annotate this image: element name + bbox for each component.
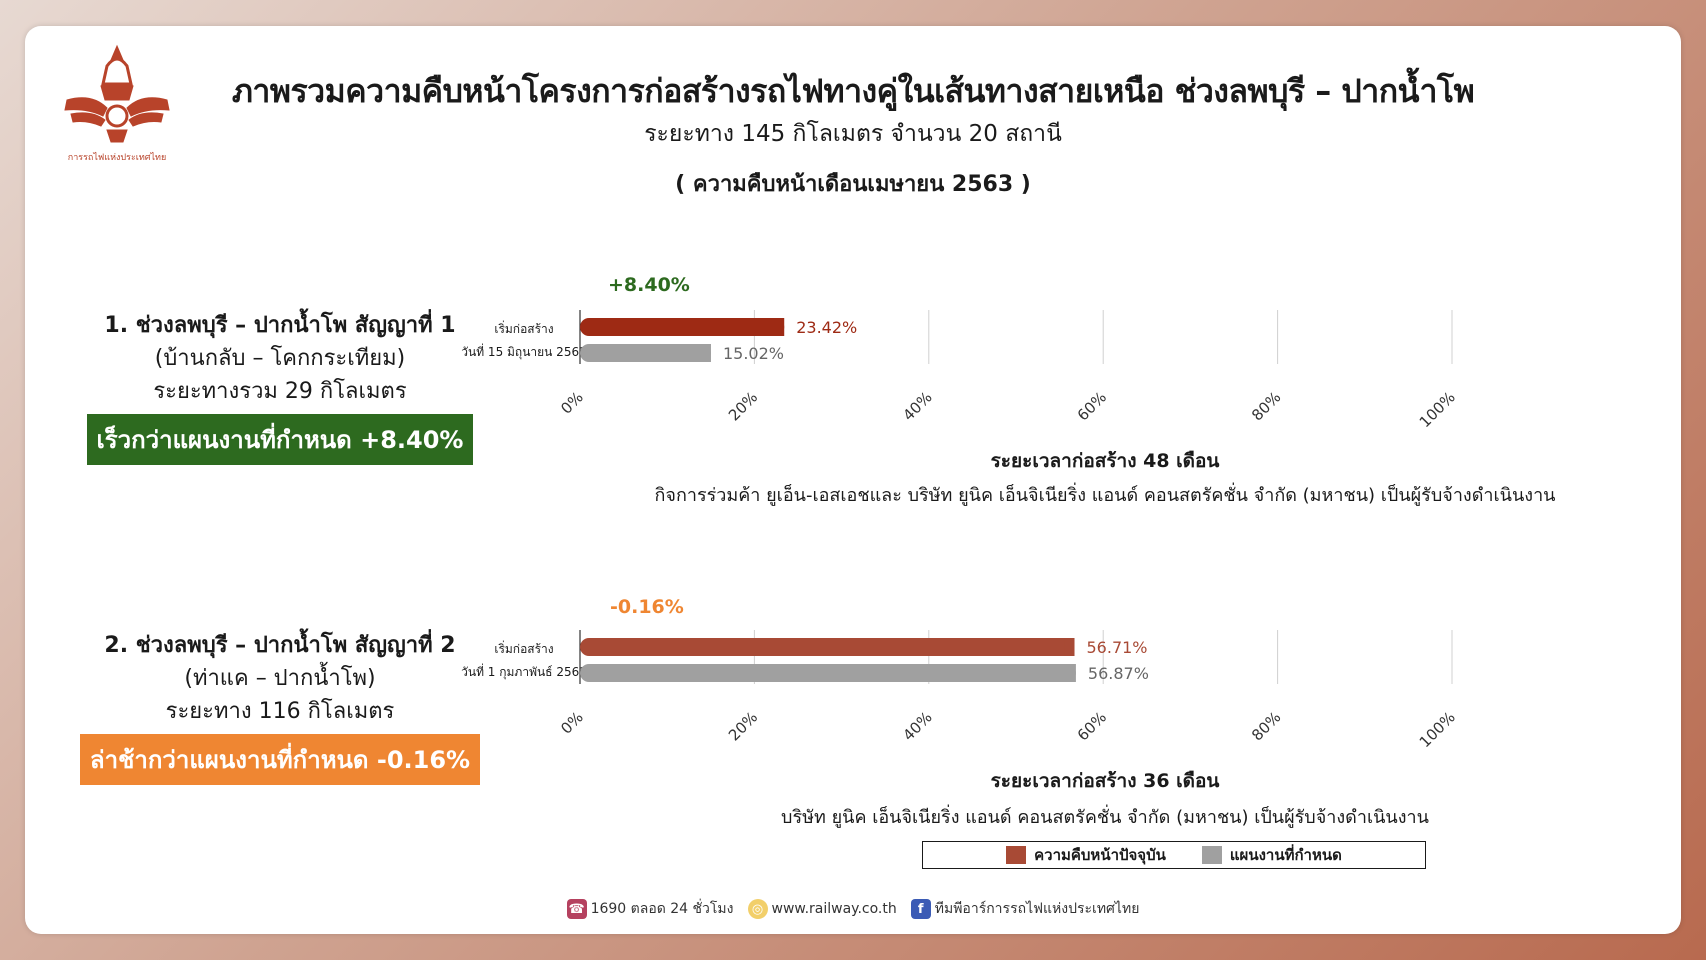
footer-facebook[interactable]: f ทีมพีอาร์การรถไฟแห่งประเทศไทย <box>910 898 1140 920</box>
footer-website[interactable]: ◎ www.railway.co.th <box>747 899 897 919</box>
footer-phone[interactable]: ☎ 1690 ตลอด 24 ชั่วโมง <box>566 898 734 920</box>
x-tick-label: 20% <box>725 708 761 744</box>
contract-2-status-badge: ล่าช้ากว่าแผนงานที่กำหนด -0.16% <box>79 734 481 785</box>
legend-item-current: ความคืบหน้าปัจจุบัน <box>1006 843 1166 867</box>
contract-1-status-badge: เร็วกว่าแผนงานที่กำหนด +8.40% <box>86 414 474 465</box>
footer: ☎ 1690 ตลอด 24 ชั่วโมง ◎ www.railway.co.… <box>25 898 1681 920</box>
phone-icon: ☎ <box>566 899 587 919</box>
data-label-current: 23.42% <box>796 318 857 337</box>
legend-label-current: ความคืบหน้าปัจจุบัน <box>1034 846 1166 864</box>
contract-2-contractor: บริษัท ยูนิค เอ็นจิเนียริ่ง แอนด์ คอนสตร… <box>781 807 1429 828</box>
contract-2-name: 2. ช่วงลพบุรี – ปากน้ำโพ สัญญาที่ 2 <box>104 633 456 658</box>
footer-website-text: www.railway.co.th <box>771 901 897 917</box>
report-period: ( ความคืบหน้าเดือนเมษายน 2563 ) <box>675 172 1031 197</box>
legend-swatch-plan <box>1201 846 1222 864</box>
contract-1-name: 1. ช่วงลพบุรี – ปากน้ำโพ สัญญาที่ 1 <box>104 313 456 338</box>
legend-item-plan: แผนงานที่กำหนด <box>1201 843 1342 867</box>
data-label-plan: 56.87% <box>1088 664 1149 683</box>
footer-phone-text: 1690 ตลอด 24 ชั่วโมง <box>590 901 734 917</box>
x-tick-label: 0% <box>557 388 587 418</box>
legend-swatch-current <box>1006 846 1027 864</box>
x-tick-label: 40% <box>899 708 935 744</box>
contract-1-info: 1. ช่วงลพบุรี – ปากน้ำโพ สัญญาที่ 1 (บ้า… <box>45 310 515 465</box>
content-card: การรถไฟแห่งประเทศไทย ภาพรวมความคืบหน้าโค… <box>25 26 1681 934</box>
x-tick-label: 0% <box>557 708 587 738</box>
contract-2-distance: ระยะทาง 116 กิโลเมตร <box>165 699 395 724</box>
contract-1-contractor: กิจการร่วมค้า ยูเอ็น-เอสเอชและ บริษัท ยู… <box>654 485 1556 506</box>
contract-1-start-date: วันที่ 15 มิถุนายน 2561 <box>461 345 587 359</box>
bar-plan <box>580 664 1076 682</box>
contract-2-info: 2. ช่วงลพบุรี – ปากน้ำโพ สัญญาที่ 2 (ท่า… <box>45 630 515 785</box>
contract-1-segment: (บ้านกลับ – โคกกระเทียม) <box>154 346 406 371</box>
data-label-current: 56.71% <box>1087 638 1148 657</box>
contract-1-duration: ระยะเวลาก่อสร้าง 48 เดือน <box>990 450 1220 472</box>
x-tick-label: 80% <box>1248 388 1284 424</box>
svg-text:การรถไฟแห่งประเทศไทย: การรถไฟแห่งประเทศไทย <box>68 152 166 163</box>
contract-1-diff: +8.40% <box>608 274 690 296</box>
srt-logo: การรถไฟแห่งประเทศไทย <box>64 44 170 163</box>
x-tick-label: 20% <box>725 388 761 424</box>
x-tick-label: 100% <box>1416 388 1459 431</box>
facebook-icon: f <box>910 899 931 919</box>
bar-plan-end <box>1065 664 1076 682</box>
x-tick-label: 60% <box>1074 708 1110 744</box>
contract-2-start-label: เริ่มก่อสร้าง <box>494 642 554 656</box>
contract-1-start: เริ่มก่อสร้าง วันที่ 15 มิถุนายน 2561 <box>449 318 599 364</box>
x-tick-label: 60% <box>1074 388 1110 424</box>
x-tick-label: 40% <box>899 388 935 424</box>
bar-current-end <box>1064 638 1075 656</box>
bar-plan-end <box>700 344 711 362</box>
data-label-plan: 15.02% <box>723 344 784 363</box>
page-title: ภาพรวมความคืบหน้าโครงการก่อสร้างรถไฟทางค… <box>231 72 1475 110</box>
contract-2-start: เริ่มก่อสร้าง วันที่ 1 กุมภาพันธ์ 2561 <box>449 638 599 684</box>
bar-current <box>580 638 1075 656</box>
globe-icon: ◎ <box>747 899 768 919</box>
legend-label-plan: แผนงานที่กำหนด <box>1229 846 1342 864</box>
contract-2-chart: 0% 20% 40% 60% 80% 100% 56.71% 56.87% <box>557 630 1459 751</box>
x-tick-label: 100% <box>1416 708 1459 751</box>
contract-2-diff: -0.16% <box>610 596 684 618</box>
page-subtitle: ระยะทาง 145 กิโลเมตร จำนวน 20 สถานี <box>644 121 1062 147</box>
contract-2-segment: (ท่าแค – ปากน้ำโพ) <box>184 666 376 691</box>
x-tick-label: 80% <box>1248 708 1284 744</box>
bar-current-end <box>774 318 785 336</box>
contract-1-start-label: เริ่มก่อสร้าง <box>494 322 554 336</box>
contract-2-duration: ระยะเวลาก่อสร้าง 36 เดือน <box>990 770 1220 792</box>
bar-plan <box>580 344 711 362</box>
chart-legend: ความคืบหน้าปัจจุบัน แผนงานที่กำหนด <box>922 841 1426 869</box>
contract-2-start-date: วันที่ 1 กุมภาพันธ์ 2561 <box>461 665 587 679</box>
footer-facebook-text: ทีมพีอาร์การรถไฟแห่งประเทศไทย <box>934 901 1140 917</box>
bar-current <box>580 318 785 336</box>
contract-1-distance: ระยะทางรวม 29 กิโลเมตร <box>153 379 407 404</box>
contract-1-chart: 0% 20% 40% 60% 80% 100% 23.42% 15.02% <box>557 310 1459 431</box>
